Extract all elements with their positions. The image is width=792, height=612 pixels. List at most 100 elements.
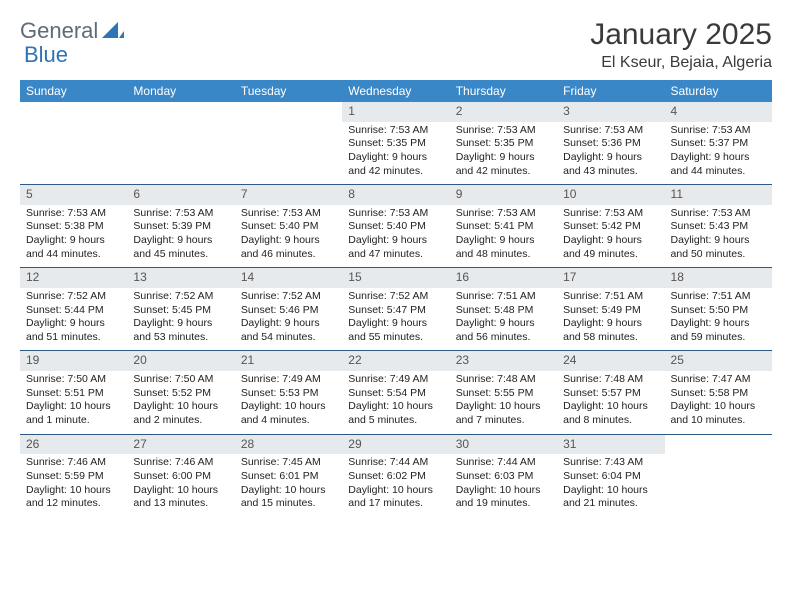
calendar-day <box>127 102 234 185</box>
day-info: Sunrise: 7:47 AMSunset: 5:58 PMDaylight:… <box>665 373 772 428</box>
calendar-day: 19Sunrise: 7:50 AMSunset: 5:51 PMDayligh… <box>20 351 127 434</box>
day-number: 31 <box>557 435 664 455</box>
day-info: Sunrise: 7:53 AMSunset: 5:39 PMDaylight:… <box>127 207 234 262</box>
day-info: Sunrise: 7:44 AMSunset: 6:02 PMDaylight:… <box>342 456 449 511</box>
day-header: Friday <box>557 80 664 102</box>
day-header: Saturday <box>665 80 772 102</box>
day-number: 23 <box>450 351 557 371</box>
day-info: Sunrise: 7:53 AMSunset: 5:43 PMDaylight:… <box>665 207 772 262</box>
day-number: 16 <box>450 268 557 288</box>
day-info: Sunrise: 7:44 AMSunset: 6:03 PMDaylight:… <box>450 456 557 511</box>
day-info: Sunrise: 7:51 AMSunset: 5:49 PMDaylight:… <box>557 290 664 345</box>
day-number: 2 <box>450 102 557 122</box>
calendar-week: 26Sunrise: 7:46 AMSunset: 5:59 PMDayligh… <box>20 434 772 517</box>
day-info: Sunrise: 7:46 AMSunset: 6:00 PMDaylight:… <box>127 456 234 511</box>
calendar-day: 14Sunrise: 7:52 AMSunset: 5:46 PMDayligh… <box>235 268 342 351</box>
day-number: 10 <box>557 185 664 205</box>
calendar-day: 15Sunrise: 7:52 AMSunset: 5:47 PMDayligh… <box>342 268 449 351</box>
logo-text-general: General <box>20 18 98 44</box>
calendar-day: 28Sunrise: 7:45 AMSunset: 6:01 PMDayligh… <box>235 434 342 517</box>
calendar-day: 26Sunrise: 7:46 AMSunset: 5:59 PMDayligh… <box>20 434 127 517</box>
calendar-week: 1Sunrise: 7:53 AMSunset: 5:35 PMDaylight… <box>20 102 772 185</box>
calendar-day: 7Sunrise: 7:53 AMSunset: 5:40 PMDaylight… <box>235 185 342 268</box>
calendar-day: 20Sunrise: 7:50 AMSunset: 5:52 PMDayligh… <box>127 351 234 434</box>
day-info: Sunrise: 7:51 AMSunset: 5:48 PMDaylight:… <box>450 290 557 345</box>
calendar-day: 9Sunrise: 7:53 AMSunset: 5:41 PMDaylight… <box>450 185 557 268</box>
header: General January 2025 El Kseur, Bejaia, A… <box>20 18 772 72</box>
day-info: Sunrise: 7:52 AMSunset: 5:45 PMDaylight:… <box>127 290 234 345</box>
day-number: 25 <box>665 351 772 371</box>
day-header: Monday <box>127 80 234 102</box>
day-info: Sunrise: 7:53 AMSunset: 5:40 PMDaylight:… <box>342 207 449 262</box>
day-info: Sunrise: 7:52 AMSunset: 5:44 PMDaylight:… <box>20 290 127 345</box>
calendar-day: 23Sunrise: 7:48 AMSunset: 5:55 PMDayligh… <box>450 351 557 434</box>
day-number: 19 <box>20 351 127 371</box>
calendar-day: 8Sunrise: 7:53 AMSunset: 5:40 PMDaylight… <box>342 185 449 268</box>
day-number: 13 <box>127 268 234 288</box>
day-number: 27 <box>127 435 234 455</box>
day-number: 15 <box>342 268 449 288</box>
day-number: 20 <box>127 351 234 371</box>
calendar-table: SundayMondayTuesdayWednesdayThursdayFrid… <box>20 80 772 517</box>
day-header: Sunday <box>20 80 127 102</box>
day-number: 30 <box>450 435 557 455</box>
title-block: January 2025 El Kseur, Bejaia, Algeria <box>590 18 772 72</box>
day-number: 22 <box>342 351 449 371</box>
day-info: Sunrise: 7:51 AMSunset: 5:50 PMDaylight:… <box>665 290 772 345</box>
day-info: Sunrise: 7:53 AMSunset: 5:35 PMDaylight:… <box>450 124 557 179</box>
day-info: Sunrise: 7:50 AMSunset: 5:52 PMDaylight:… <box>127 373 234 428</box>
calendar-day: 29Sunrise: 7:44 AMSunset: 6:02 PMDayligh… <box>342 434 449 517</box>
calendar-body: 1Sunrise: 7:53 AMSunset: 5:35 PMDaylight… <box>20 102 772 517</box>
calendar-day: 21Sunrise: 7:49 AMSunset: 5:53 PMDayligh… <box>235 351 342 434</box>
calendar-day: 11Sunrise: 7:53 AMSunset: 5:43 PMDayligh… <box>665 185 772 268</box>
day-number: 12 <box>20 268 127 288</box>
day-number: 6 <box>127 185 234 205</box>
day-info: Sunrise: 7:46 AMSunset: 5:59 PMDaylight:… <box>20 456 127 511</box>
day-number: 28 <box>235 435 342 455</box>
calendar-day <box>665 434 772 517</box>
calendar-day: 31Sunrise: 7:43 AMSunset: 6:04 PMDayligh… <box>557 434 664 517</box>
day-number: 26 <box>20 435 127 455</box>
day-number: 3 <box>557 102 664 122</box>
day-number: 18 <box>665 268 772 288</box>
calendar-day: 10Sunrise: 7:53 AMSunset: 5:42 PMDayligh… <box>557 185 664 268</box>
day-number: 21 <box>235 351 342 371</box>
calendar-day: 3Sunrise: 7:53 AMSunset: 5:36 PMDaylight… <box>557 102 664 185</box>
day-header: Wednesday <box>342 80 449 102</box>
calendar-day <box>20 102 127 185</box>
day-info: Sunrise: 7:52 AMSunset: 5:47 PMDaylight:… <box>342 290 449 345</box>
calendar-day: 30Sunrise: 7:44 AMSunset: 6:03 PMDayligh… <box>450 434 557 517</box>
day-info: Sunrise: 7:53 AMSunset: 5:36 PMDaylight:… <box>557 124 664 179</box>
day-info: Sunrise: 7:43 AMSunset: 6:04 PMDaylight:… <box>557 456 664 511</box>
day-info: Sunrise: 7:53 AMSunset: 5:41 PMDaylight:… <box>450 207 557 262</box>
day-header: Thursday <box>450 80 557 102</box>
calendar-day: 16Sunrise: 7:51 AMSunset: 5:48 PMDayligh… <box>450 268 557 351</box>
day-number: 7 <box>235 185 342 205</box>
day-number: 1 <box>342 102 449 122</box>
day-header: Tuesday <box>235 80 342 102</box>
day-number: 9 <box>450 185 557 205</box>
calendar-week: 5Sunrise: 7:53 AMSunset: 5:38 PMDaylight… <box>20 185 772 268</box>
month-title: January 2025 <box>590 18 772 52</box>
day-number: 14 <box>235 268 342 288</box>
logo-sail-icon <box>102 22 124 40</box>
calendar-week: 12Sunrise: 7:52 AMSunset: 5:44 PMDayligh… <box>20 268 772 351</box>
logo: General <box>20 18 126 44</box>
calendar-day: 27Sunrise: 7:46 AMSunset: 6:00 PMDayligh… <box>127 434 234 517</box>
day-number: 29 <box>342 435 449 455</box>
calendar-day: 6Sunrise: 7:53 AMSunset: 5:39 PMDaylight… <box>127 185 234 268</box>
calendar-day: 4Sunrise: 7:53 AMSunset: 5:37 PMDaylight… <box>665 102 772 185</box>
location: El Kseur, Bejaia, Algeria <box>590 54 772 72</box>
day-info: Sunrise: 7:45 AMSunset: 6:01 PMDaylight:… <box>235 456 342 511</box>
calendar-week: 19Sunrise: 7:50 AMSunset: 5:51 PMDayligh… <box>20 351 772 434</box>
day-info: Sunrise: 7:53 AMSunset: 5:40 PMDaylight:… <box>235 207 342 262</box>
calendar-day: 24Sunrise: 7:48 AMSunset: 5:57 PMDayligh… <box>557 351 664 434</box>
logo-text-blue: Blue <box>24 42 68 68</box>
day-info: Sunrise: 7:52 AMSunset: 5:46 PMDaylight:… <box>235 290 342 345</box>
calendar-day: 17Sunrise: 7:51 AMSunset: 5:49 PMDayligh… <box>557 268 664 351</box>
day-number: 4 <box>665 102 772 122</box>
calendar-day: 5Sunrise: 7:53 AMSunset: 5:38 PMDaylight… <box>20 185 127 268</box>
calendar-day: 18Sunrise: 7:51 AMSunset: 5:50 PMDayligh… <box>665 268 772 351</box>
day-info: Sunrise: 7:53 AMSunset: 5:42 PMDaylight:… <box>557 207 664 262</box>
calendar-day: 12Sunrise: 7:52 AMSunset: 5:44 PMDayligh… <box>20 268 127 351</box>
